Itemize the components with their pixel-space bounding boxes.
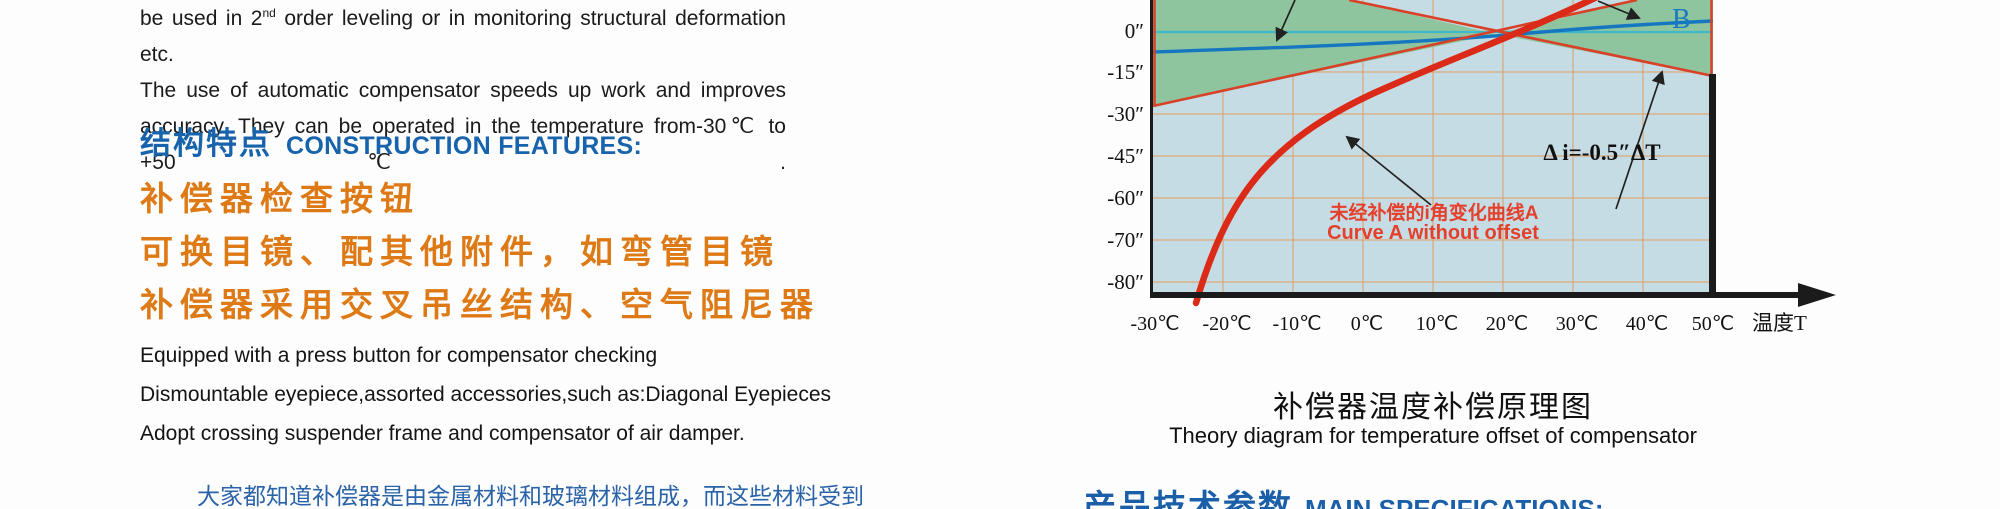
arrow-to-tolerance-line [1615,70,1665,210]
construction-features-heading: 结构特点 CONSTRUCTION FEATURES: [140,118,642,163]
x-tick-1: -20℃ [1202,313,1251,335]
annotation-arrows [1275,0,1665,210]
main-specifications-heading: 产品技术参数 MAIN SPECIFICATIONS: [1083,480,1604,509]
intro-line-2: The use of automatic compensator speeds … [140,79,786,102]
x-tick-3: 0℃ [1351,313,1383,335]
main-specifications-heading-zh: 产品技术参数 [1083,488,1293,509]
arrow-to-curve-a [1345,135,1432,206]
feature-en-1: Equipped with a press button for compens… [140,344,658,367]
intro-line-3: accuracy. They can be operated in the te… [140,115,786,174]
y-tick-2: -30″ [1107,102,1144,126]
x-tick-4: 10℃ [1416,313,1458,335]
x-tick-0: -30℃ [1130,313,1179,335]
y-tick-3: -45″ [1107,144,1144,168]
y-tick-0: 0″ [1125,19,1144,43]
x-tick-6: 30℃ [1556,313,1598,335]
chart-caption-en: Theory diagram for temperature offset of… [1169,423,1697,448]
x-axis-arrowhead [1798,283,1836,307]
x-tick-7: 40℃ [1626,313,1668,335]
temperature-offset-chart: 0″ -15″ -30″ -45″ -60″ -70″ -80″ -30℃ -2… [1107,0,1836,335]
curve-a-label-zh: 未经补偿的i角变化曲线A [1328,201,1538,224]
feature-en-3: Adopt crossing suspender frame and compe… [140,422,745,445]
feature-en-2: Dismountable eyepiece,assorted accessori… [140,383,832,406]
delta-formula-label: Δ i=-0.5″ΔT [1543,140,1660,165]
x-tick-labels: -30℃ -20℃ -10℃ 0℃ 10℃ 20℃ 30℃ 40℃ 50℃ [1130,313,1734,335]
superscript-nd: nd [262,6,276,20]
feature-zh-2: 可换目镜、配其他附件，如弯管目镜 [140,233,780,270]
features-list-zh: 补偿器检查按钮 可换目镜、配其他附件，如弯管目镜 补偿器采用交叉吊丝结构、空气阻… [140,172,820,331]
tolerance-band-left [1153,0,1496,106]
main-specifications-heading-en: MAIN SPECIFICATIONS: [1305,494,1604,509]
y-tick-1: -15″ [1107,60,1144,84]
y-tick-5: -70″ [1107,228,1144,252]
x-tick-2: -10℃ [1272,313,1321,335]
intro-line-1: be used in 2nd order leveling or in moni… [140,6,786,66]
y-tick-labels: 0″ -15″ -30″ -45″ -60″ -70″ -80″ [1107,19,1144,294]
x-tick-8: 50℃ [1692,313,1734,335]
feature-zh-3: 补偿器采用交叉吊丝结构、空气阻尼器 [140,286,820,323]
x-axis-title: 温度T [1752,311,1807,335]
curve-a-label-en: Curve A without offset [1327,222,1539,244]
construction-features-heading-zh: 结构特点 [140,126,272,161]
x-tick-5: 20℃ [1486,313,1528,335]
curve-a [1192,0,1599,307]
y-tick-4: -60″ [1107,186,1144,210]
intro-paragraph: be used in 2nd order leveling or in moni… [140,1,786,181]
arrow-to-curve-b-left [1275,0,1296,42]
features-list-en: Equipped with a press button for compens… [140,336,831,453]
material-paragraph: 大家都知道补偿器是由金属材料和玻璃材料组成，而这些材料受到 [197,483,864,509]
arrow-to-curve-b-right [1597,0,1641,20]
tolerance-line-descending [1348,0,1714,78]
construction-features-heading-en: CONSTRUCTION FEATURES: [286,132,643,160]
chart-caption-zh: 补偿器温度补偿原理图 [1273,391,1593,424]
curve-b [1152,19,1714,54]
curve-b-label: B [1672,4,1691,35]
tolerance-band-right [1496,0,1713,76]
feature-zh-1: 补偿器检查按钮 [140,180,420,217]
y-tick-6: -80″ [1107,270,1144,294]
